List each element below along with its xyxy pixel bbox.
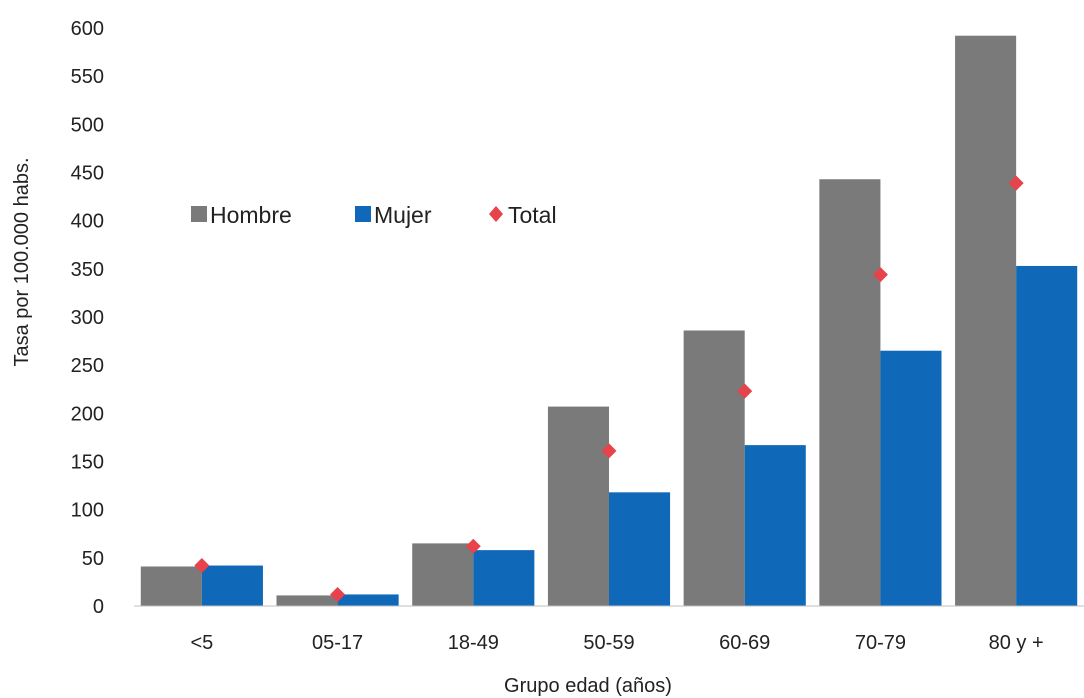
bar-hombre <box>276 595 338 606</box>
y-axis-ticks: 0 50 100 150 200 250 300 350 400 450 500 550 600 <box>71 18 104 618</box>
y-tick-label: 200 <box>71 403 104 425</box>
x-tick-label: 05-17 <box>312 632 363 654</box>
bars <box>140 35 1078 606</box>
x-tick-label: 50-59 <box>583 632 634 654</box>
bar-hombre <box>955 35 1017 606</box>
y-tick-label: 500 <box>71 114 104 136</box>
legend-label-total: Total <box>508 202 557 228</box>
y-tick-label: 150 <box>71 452 104 474</box>
marker-total <box>194 558 210 574</box>
bar-mujer <box>1016 265 1078 606</box>
bar-hombre <box>140 566 202 606</box>
legend: Hombre Mujer Total <box>191 202 557 228</box>
bar-mujer <box>337 594 399 606</box>
bar-mujer <box>880 350 942 606</box>
legend-diamond-icon <box>489 206 503 222</box>
y-tick-label: 400 <box>71 211 104 233</box>
marker-total <box>330 586 346 602</box>
y-tick-label: 600 <box>71 18 104 40</box>
marker-total <box>465 538 481 554</box>
total-markers <box>194 175 1024 602</box>
bar-hombre <box>547 406 609 606</box>
y-tick-label: 250 <box>71 355 104 377</box>
y-tick-label: 300 <box>71 307 104 329</box>
y-tick-label: 0 <box>93 596 104 618</box>
x-axis-ticks: <5 05-17 18-49 50-59 60-69 70-79 80 y + <box>190 632 1043 654</box>
y-tick-label: 50 <box>82 548 104 570</box>
y-axis-title: Tasa por 100.000 habs. <box>11 157 33 366</box>
legend-swatch-hombre <box>191 206 207 222</box>
legend-label-mujer: Mujer <box>374 202 432 228</box>
bar-mujer <box>609 492 671 606</box>
marker-total <box>737 383 753 399</box>
y-tick-label: 100 <box>71 500 104 522</box>
x-tick-label: 60-69 <box>719 632 770 654</box>
x-tick-label: 80 y + <box>989 632 1044 654</box>
x-tick-label: <5 <box>190 632 213 654</box>
y-tick-label: 550 <box>71 66 104 88</box>
x-tick-label: 70-79 <box>855 632 906 654</box>
y-tick-label: 450 <box>71 163 104 185</box>
marker-total <box>1008 175 1024 191</box>
bar-mujer <box>201 565 263 606</box>
bar-mujer <box>744 445 806 606</box>
x-tick-label: 18-49 <box>448 632 499 654</box>
bar-mujer <box>473 550 535 606</box>
marker-total <box>601 443 617 459</box>
y-tick-label: 350 <box>71 259 104 281</box>
bar-hombre <box>683 330 745 606</box>
legend-swatch-mujer <box>355 206 371 222</box>
legend-label-hombre: Hombre <box>210 202 292 228</box>
bar-hombre <box>412 543 474 606</box>
bar-hombre <box>819 179 881 606</box>
x-axis-title: Grupo edad (años) <box>504 675 672 697</box>
marker-total <box>872 267 888 283</box>
